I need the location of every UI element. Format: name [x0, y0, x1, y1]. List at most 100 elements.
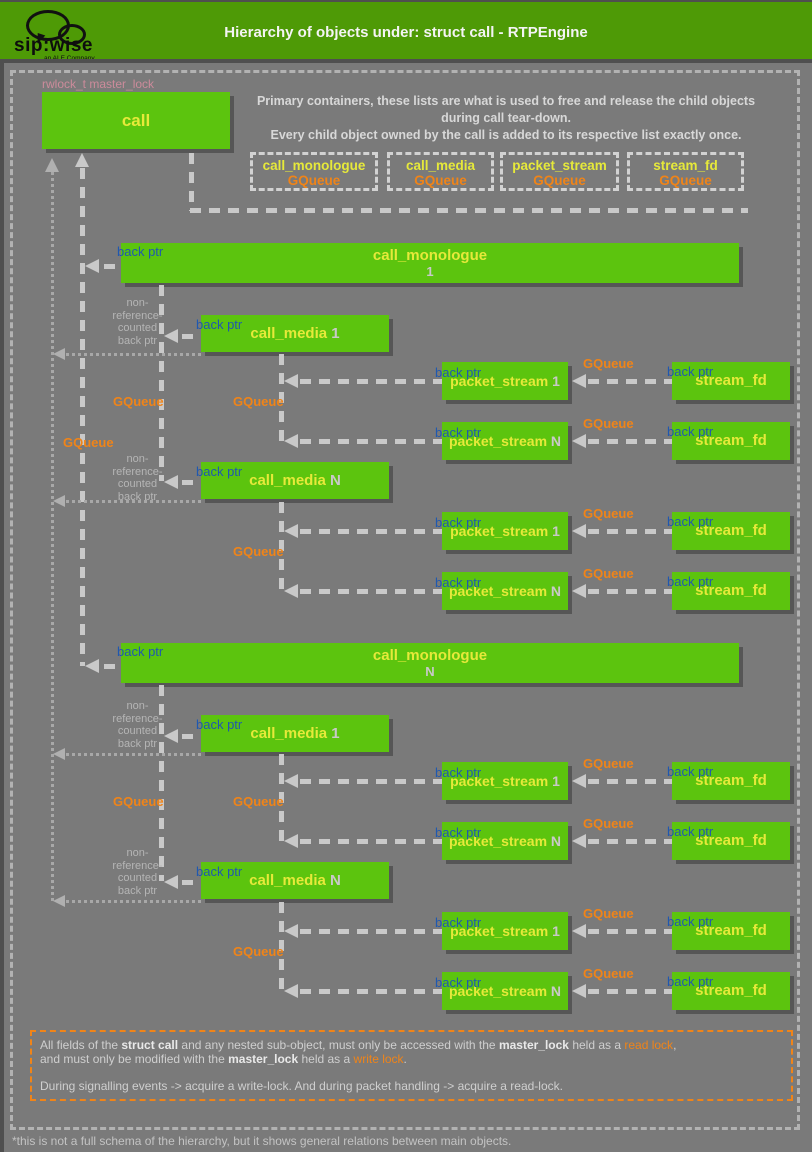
container-title: call_media: [405, 158, 476, 173]
backptr-arrow: [300, 529, 442, 534]
stream-backptr-rail: [279, 502, 284, 591]
nonref-backptr-rail: [51, 172, 54, 902]
stream-fd-box: stream_fd: [672, 512, 790, 550]
primary-note-line: during call tear-down.: [441, 111, 571, 125]
spacer: [40, 1066, 783, 1080]
box-label: packet_stream: [450, 773, 549, 789]
box-label: call_monologue: [372, 247, 488, 264]
arrow-left-icon: [53, 895, 65, 907]
non-ref-label: non- reference- counted back ptr: [95, 700, 180, 750]
gqueue-arrow: [588, 989, 672, 994]
gqueue-label: GQueue: [233, 544, 284, 559]
back-ptr-label: back ptr: [667, 514, 714, 529]
non-ref-line: counted: [117, 725, 158, 737]
box-label: call_monologue: [372, 647, 488, 664]
backptr-arrow: [300, 379, 442, 384]
backptr-arrow: [300, 779, 442, 784]
box-label: packet_stream: [448, 833, 548, 849]
container-packet-stream: packet_stream GQueue: [500, 152, 619, 191]
arrow-left-icon: [572, 434, 586, 448]
back-ptr-label: back ptr: [667, 824, 714, 839]
backptr-arrow: [300, 839, 442, 844]
arrow-left-icon: [284, 524, 298, 538]
back-ptr-label: back ptr: [117, 244, 164, 259]
gqueue-arrow: [588, 589, 672, 594]
call-monologue-n-box: call_monologue N: [121, 643, 739, 683]
call-media-n-box: call_media N: [201, 862, 389, 899]
page-edge: [0, 0, 812, 2]
back-ptr-label: back ptr: [435, 515, 482, 530]
stream-fd-box: stream_fd: [672, 972, 790, 1010]
stream-fd-box: stream_fd: [672, 822, 790, 860]
back-ptr-label: back ptr: [435, 365, 482, 380]
arrow-left-icon: [85, 259, 99, 273]
nonref-backptr-arrow: [66, 900, 201, 903]
sipwise-logo-subtitle: an ALE Company: [44, 55, 95, 62]
box-label: stream_fd: [695, 832, 767, 849]
lock-note-line: and must only be modified with the maste…: [40, 1051, 407, 1066]
gqueue-arrow: [588, 839, 672, 844]
back-ptr-label: back ptr: [435, 575, 482, 590]
stream-fd-box: stream_fd: [672, 572, 790, 610]
gqueue-arrow: [588, 779, 672, 784]
media-backptr-rail: [159, 685, 164, 881]
arrow-left-icon: [572, 774, 586, 788]
containers-connector-line: [189, 153, 194, 211]
back-ptr-label: back ptr: [435, 825, 482, 840]
box-label: stream_fd: [695, 922, 767, 939]
call-monologue-1-box: call_monologue 1: [121, 243, 739, 283]
stream-fd-box: stream_fd: [672, 762, 790, 800]
media-backptr-rail: [159, 285, 164, 481]
back-ptr-label: back ptr: [117, 644, 164, 659]
box-label: packet_stream: [448, 983, 548, 999]
packet-stream-n-box: packet_stream N: [442, 972, 568, 1010]
call-box: call: [42, 92, 230, 149]
back-ptr-label: back ptr: [435, 765, 482, 780]
arrow-left-icon: [164, 329, 178, 343]
box-label: stream_fd: [695, 372, 767, 389]
arrow-left-icon: [53, 748, 65, 760]
box-label: call_media: [250, 725, 328, 742]
stream-fd-box: stream_fd: [672, 912, 790, 950]
gqueue-label: GQueue: [113, 794, 164, 809]
primary-note-line: Primary containers, these lists are what…: [256, 94, 756, 108]
non-ref-line: reference-: [112, 859, 163, 872]
box-number: 1: [552, 373, 560, 389]
box-number: N: [330, 872, 341, 889]
back-ptr-label: back ptr: [196, 717, 243, 732]
primary-containers-note: Primary containers, these lists are what…: [248, 93, 764, 144]
arrow-up-icon: [45, 158, 59, 172]
box-number: 1: [331, 725, 340, 742]
container-subtitle: GQueue: [533, 173, 586, 188]
box-label: stream_fd: [695, 982, 767, 999]
arrow-left-icon: [284, 434, 298, 448]
backptr-arrow: [300, 989, 442, 994]
box-number: N: [550, 433, 562, 449]
back-ptr-label: back ptr: [196, 864, 243, 879]
stream-backptr-rail: [279, 354, 284, 441]
non-ref-label: non- reference- counted back ptr: [95, 297, 180, 347]
back-ptr-label: back ptr: [196, 464, 243, 479]
non-ref-line: non-: [126, 453, 149, 465]
box-number: N: [330, 472, 341, 489]
box-label: stream_fd: [695, 432, 767, 449]
arrow-left-icon: [284, 834, 298, 848]
call-media-n-box: call_media N: [201, 462, 389, 499]
box-number: 1: [552, 923, 560, 939]
lock-note-line: All fields of the struct call and any ne…: [40, 1038, 677, 1052]
packet-stream-1-box: packet_stream 1: [442, 512, 568, 550]
arrow-left-icon: [572, 924, 586, 938]
container-call-monologue: call_monologue GQueue: [250, 152, 378, 191]
packet-stream-1-box: packet_stream 1: [442, 912, 568, 950]
box-label: call_media: [249, 872, 326, 889]
arrow-left-icon: [164, 729, 178, 743]
gqueue-label: GQueue: [583, 566, 634, 581]
gqueue-label: GQueue: [583, 506, 634, 521]
gqueue-arrow: [588, 529, 672, 534]
back-ptr-label: back ptr: [196, 317, 243, 332]
non-ref-line: non-: [126, 847, 149, 859]
non-ref-line: back ptr: [117, 737, 158, 750]
back-ptr-label: back ptr: [667, 574, 714, 589]
page-title: Hierarchy of objects under: struct call …: [224, 24, 588, 41]
box-label: call_media: [249, 472, 326, 489]
